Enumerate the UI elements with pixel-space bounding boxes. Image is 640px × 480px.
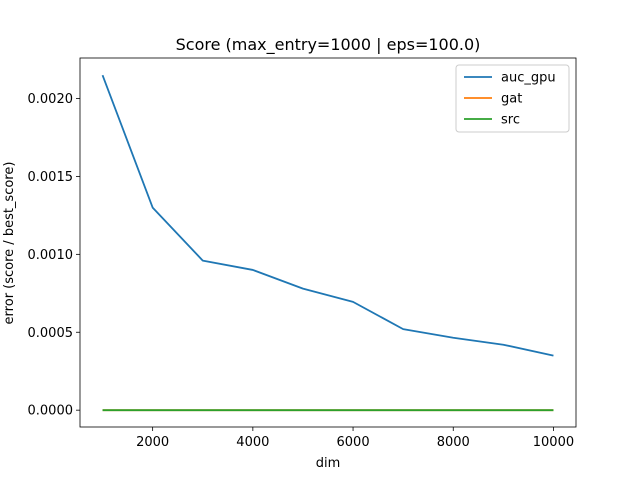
legend-label-auc_gpu: auc_gpu	[501, 71, 556, 86]
x-axis-label: dim	[316, 456, 341, 471]
x-tick-label: 6000	[337, 435, 370, 450]
x-tick-label: 4000	[236, 435, 269, 450]
x-tick-label: 8000	[437, 435, 470, 450]
x-tick-label: 10000	[533, 435, 574, 450]
y-tick-label: 0.0000	[28, 404, 74, 419]
legend-box	[455, 64, 570, 133]
y-axis-label: error (score / best_score)	[2, 162, 17, 325]
x-axis-ticks: 2000 4000 6000 8000 10000	[136, 427, 574, 450]
y-tick-label: 0.0005	[28, 326, 74, 341]
legend-label-src: src	[501, 113, 520, 128]
y-tick-label: 0.0015	[28, 170, 74, 185]
y-axis-ticks: 0.0000 0.0005 0.0010 0.0015 0.0020	[28, 92, 80, 419]
chart-title: Score (max_entry=1000 | eps=100.0)	[176, 35, 481, 55]
y-tick-label: 0.0020	[28, 92, 74, 107]
legend-label-gat: gat	[501, 92, 522, 107]
plot-series	[101, 74, 554, 412]
plot-frame	[79, 57, 577, 428]
y-tick-label: 0.0010	[28, 248, 74, 263]
series-line-auc_gpu	[101, 74, 554, 357]
x-tick-label: 2000	[136, 435, 169, 450]
